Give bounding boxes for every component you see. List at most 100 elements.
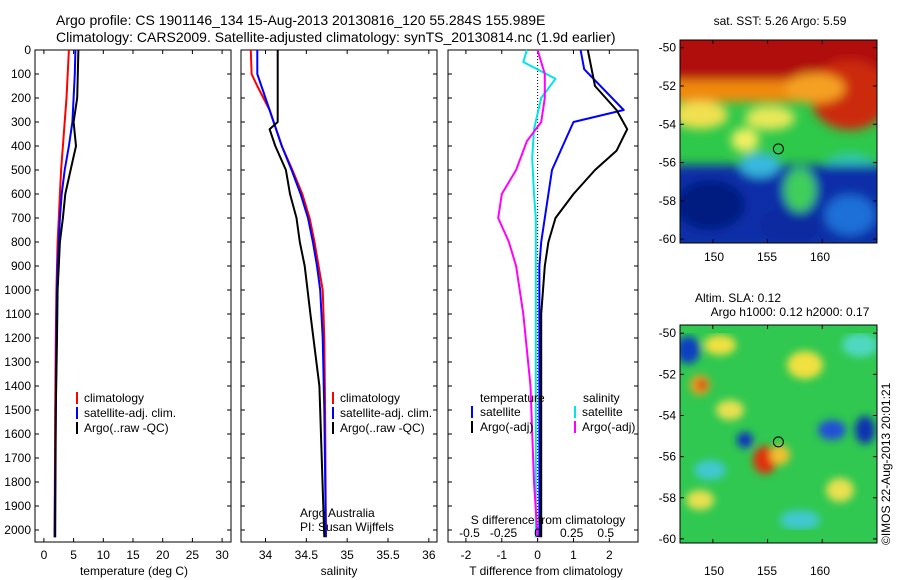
difference-xtick-label: 1 xyxy=(570,548,577,562)
salinity-xtick-label: 34.5 xyxy=(295,548,319,562)
sla-heatmap xyxy=(680,325,877,543)
temperature-legend: climatology satellite-adj. clim. Argo(..… xyxy=(76,391,176,435)
sla-yellow-3 xyxy=(770,445,790,465)
depth-tick-label: 1800 xyxy=(4,475,31,489)
sla-map-frame xyxy=(679,324,878,544)
difference-panel-frame xyxy=(447,49,639,543)
salinity-legend: climatology satellite-adj. clim. Argo(..… xyxy=(332,391,432,435)
difference-plot: -2 -1 0 1 2 xyxy=(448,49,638,562)
map-latitude-label: -54 xyxy=(659,408,677,422)
salinity-xtick-label: 35.5 xyxy=(376,548,400,562)
salinity-xtick-label: 35 xyxy=(340,548,354,562)
sla-cyan-2 xyxy=(694,460,726,480)
difference-xtick-label: 0 xyxy=(534,548,541,562)
difference-series-line xyxy=(540,49,629,538)
sst-yellow-center xyxy=(745,106,795,130)
temperature-xtick-label: 25 xyxy=(186,548,200,562)
sla-map-title: Altim. SLA: 0.12 xyxy=(695,291,781,305)
sla-map-axes: -50 -52 -54 -56 -58 -60 xyxy=(659,325,877,546)
depth-tick-label: 500 xyxy=(11,163,31,177)
sst-orange-spot xyxy=(785,73,845,103)
sla-tick-x-155: 155 xyxy=(757,564,777,578)
temperature-xtick-label: 10 xyxy=(97,548,111,562)
difference-series-line xyxy=(522,49,557,538)
depth-tick-label: 200 xyxy=(11,91,31,105)
legend-satellite-label: satellite-adj. clim. xyxy=(340,406,432,420)
depth-tick-label: 1100 xyxy=(5,307,31,321)
sla-yellow-4 xyxy=(716,400,744,420)
temperature-xtick-label: 5 xyxy=(70,548,77,562)
map-latitude-label: -60 xyxy=(659,232,677,246)
temperature-xtick-label: 30 xyxy=(215,548,229,562)
legend-argo-label: Argo(..raw -QC) xyxy=(84,421,169,435)
sla-tick-x-150: 150 xyxy=(704,564,724,578)
depth-tick-label: 2000 xyxy=(4,523,31,537)
difference-legend: temperature satellite Argo(-adj) salinit… xyxy=(471,391,635,434)
salinity-series-line xyxy=(256,50,327,538)
map-latitude-label: -56 xyxy=(659,156,677,170)
depth-tick-label: 0 xyxy=(24,43,31,57)
sst-green-patch-2 xyxy=(740,153,780,177)
map-latitude-label: -52 xyxy=(659,79,677,93)
sla-yellow-2 xyxy=(787,351,823,379)
salinity-series-line xyxy=(268,50,326,538)
sst-cold-center xyxy=(760,207,820,243)
sla-blue-3 xyxy=(818,420,846,440)
legend-temp-argo-label: Argo(-adj) xyxy=(480,420,533,434)
sla-yellow-5 xyxy=(826,478,854,502)
sst-tick-x-160: 160 xyxy=(810,250,830,264)
salinity-series-line xyxy=(249,49,327,538)
s-difference-tick-label: -0.5 xyxy=(459,526,480,540)
sla-map-subtitle: Argo h1000: 0.12 h2000: 0.17 xyxy=(711,305,870,319)
depth-tick-label: 100 xyxy=(11,67,31,81)
depth-tick-label: 1500 xyxy=(4,403,31,417)
map-latitude-label: -54 xyxy=(659,117,677,131)
depth-tick-label: 1000 xyxy=(4,283,31,297)
legend-argo-label: Argo(..raw -QC) xyxy=(340,421,425,435)
temperature-series-line xyxy=(54,49,80,538)
difference-series-line xyxy=(497,49,546,538)
map-latitude-label: -58 xyxy=(659,491,677,505)
sst-cold-west xyxy=(680,180,745,230)
salinity-xtick-label: 34 xyxy=(259,548,273,562)
salinity-panel-frame xyxy=(240,49,438,543)
map-latitude-label: -50 xyxy=(659,326,677,340)
temperature-xtick-label: 0 xyxy=(41,548,48,562)
legend-climatology-label: climatology xyxy=(340,391,400,405)
temperature-plot: 0100200300400500600700800900100011001200… xyxy=(4,43,231,562)
sla-cyan-1 xyxy=(842,333,877,357)
sla-cyan-3 xyxy=(780,510,820,530)
argo-australia-label: Argo Australia xyxy=(300,506,375,520)
argo-location-marker xyxy=(772,143,784,155)
legend-temperature-title: temperature xyxy=(480,391,545,405)
sst-tick-x-155: 155 xyxy=(757,250,777,264)
salinity-xtick-label: 36 xyxy=(422,548,436,562)
argo-location-marker xyxy=(772,436,784,448)
depth-tick-label: 1400 xyxy=(4,379,31,393)
depth-tick-label: 900 xyxy=(11,259,31,273)
s-difference-label: S difference from climatology xyxy=(471,513,626,527)
depth-tick-label: 400 xyxy=(11,139,31,153)
legend-sal-satellite-label: satellite xyxy=(582,405,623,419)
legend-temp-satellite-label: satellite xyxy=(480,405,521,419)
difference-xtick-label: 2 xyxy=(606,548,613,562)
s-difference-tick-label: 0.5 xyxy=(597,526,614,540)
depth-tick-label: 600 xyxy=(11,187,31,201)
depth-tick-label: 1700 xyxy=(4,451,31,465)
s-difference-tick-label: 0.25 xyxy=(560,526,584,540)
sla-blue-4 xyxy=(855,416,875,444)
sst-green-patch-3 xyxy=(825,195,875,235)
depth-tick-label: 1600 xyxy=(4,427,31,441)
map-latitude-label: -60 xyxy=(659,532,677,546)
sst-heatmap xyxy=(680,40,877,243)
figure-title-line1: Argo profile: CS 1901146_134 15-Aug-2013… xyxy=(56,12,545,28)
temperature-axis-label: temperature (deg C) xyxy=(80,564,188,578)
depth-tick-label: 1300 xyxy=(4,355,31,369)
salinity-plot: 34 34.5 35 35.5 36 xyxy=(241,49,437,562)
sla-red-1 xyxy=(697,380,707,390)
sla-tick-x-160: 160 xyxy=(810,564,830,578)
sst-yellow-spot xyxy=(731,128,759,152)
depth-tick-label: 800 xyxy=(11,235,31,249)
map-latitude-label: -56 xyxy=(659,450,677,464)
